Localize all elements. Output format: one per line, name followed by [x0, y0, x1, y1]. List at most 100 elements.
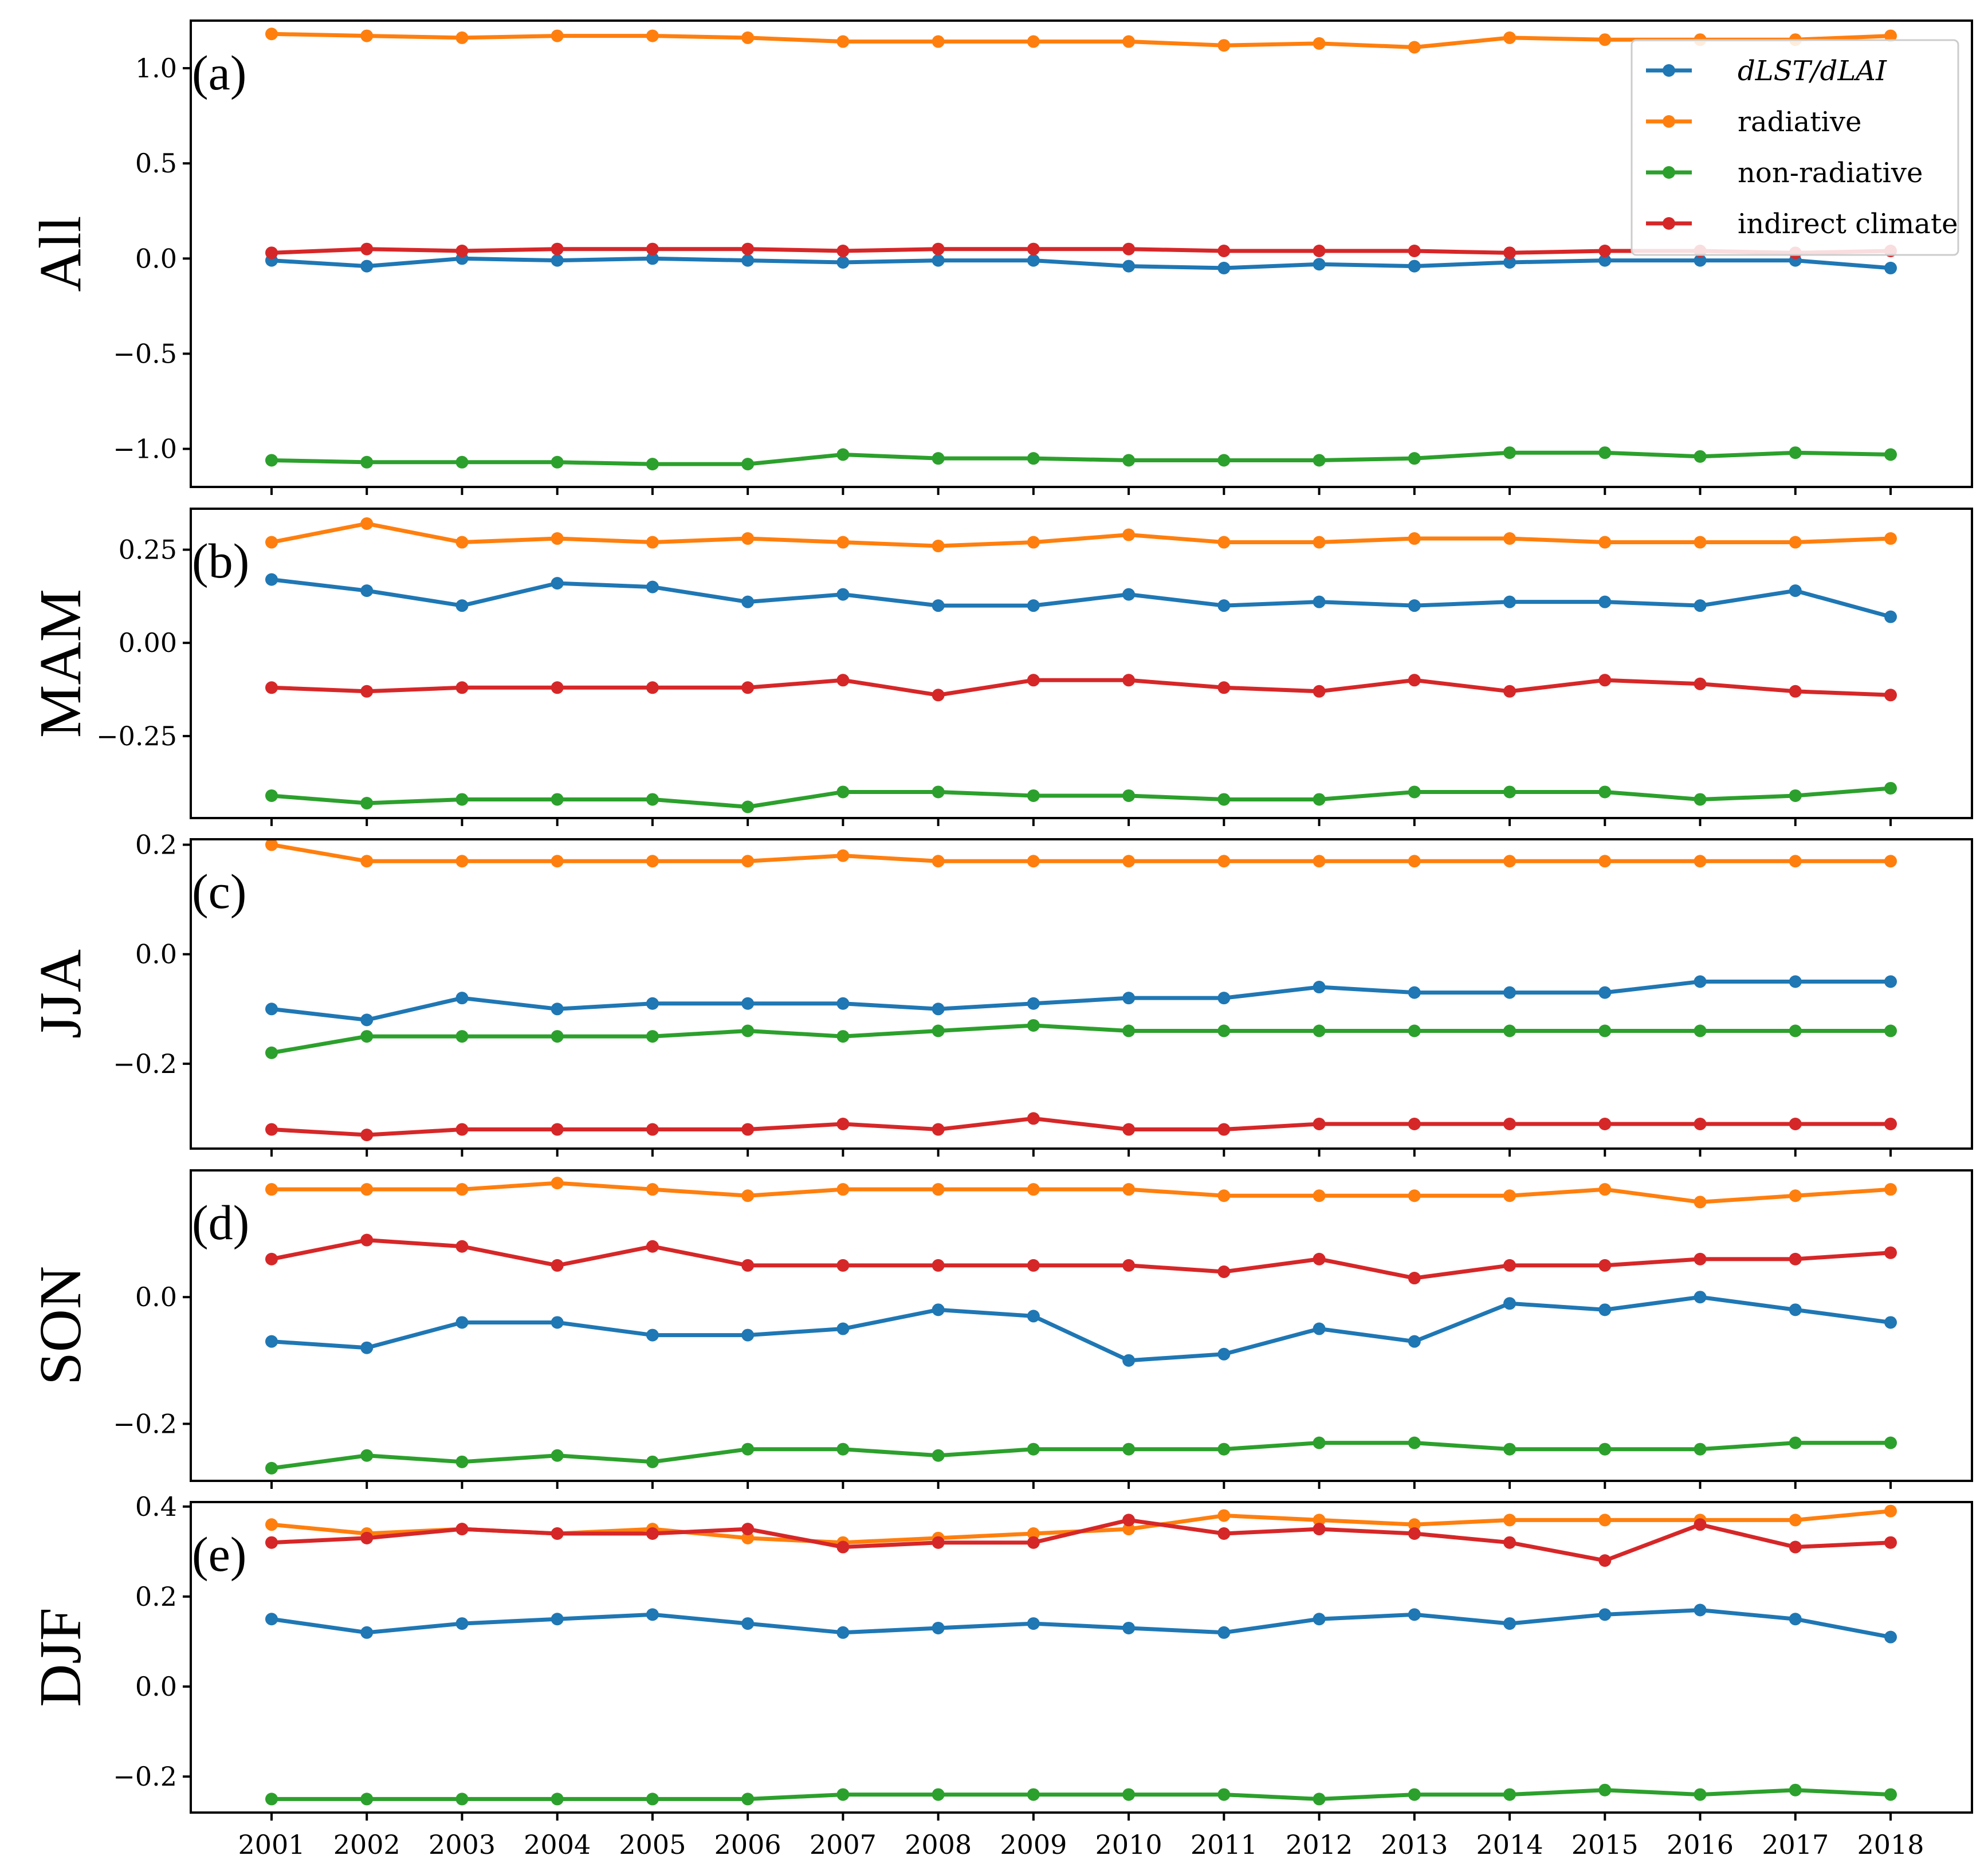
data-point	[1217, 599, 1231, 612]
series-line-non-radiative	[269, 1788, 1893, 1801]
data-point	[1884, 1436, 1897, 1449]
legend-entry: radiative	[1738, 106, 1861, 138]
data-point	[1217, 245, 1231, 258]
data-point	[1408, 1189, 1421, 1202]
data-point	[1217, 1123, 1231, 1136]
data-point	[1027, 1617, 1040, 1630]
data-point	[1313, 454, 1326, 467]
data-point	[1408, 1024, 1421, 1037]
data-point	[1122, 1183, 1136, 1196]
data-point	[932, 254, 945, 267]
x-tick-label: 2014	[1476, 1829, 1543, 1860]
data-point	[932, 599, 945, 612]
series-line-radiative	[269, 521, 1893, 548]
data-point	[360, 1793, 374, 1806]
data-point	[1217, 793, 1231, 806]
y-tick-label: −0.2	[113, 1048, 177, 1079]
data-point	[1598, 254, 1612, 267]
series-line-non-radiative	[269, 1441, 1893, 1471]
data-point	[1408, 452, 1421, 465]
data-point	[265, 27, 278, 41]
data-point	[741, 1024, 755, 1037]
data-point	[646, 1793, 659, 1806]
data-point	[265, 789, 278, 802]
x-tick-label: 2017	[1762, 1829, 1829, 1860]
data-point	[741, 532, 755, 545]
data-point	[1503, 1117, 1516, 1130]
data-point	[1027, 1310, 1040, 1323]
data-point	[1503, 446, 1516, 459]
data-point	[1122, 454, 1136, 467]
data-point	[836, 1030, 850, 1043]
data-point	[1217, 992, 1231, 1005]
data-point	[1027, 1442, 1040, 1456]
data-point	[265, 573, 278, 586]
data-point	[741, 1259, 755, 1272]
data-point	[551, 1613, 564, 1626]
data-point	[360, 1233, 374, 1247]
y-tick-label: −0.2	[113, 1408, 177, 1439]
data-point	[1217, 1509, 1231, 1522]
data-point	[1789, 536, 1802, 549]
series-line-indirect-climate	[269, 1238, 1893, 1280]
data-point	[1503, 1514, 1516, 1527]
data-point	[646, 793, 659, 806]
data-point	[1313, 536, 1326, 549]
data-point	[1884, 1536, 1897, 1549]
data-point	[1598, 986, 1612, 999]
data-point	[1789, 1514, 1802, 1527]
data-point	[1503, 685, 1516, 698]
series-line-non-radiative	[269, 1023, 1893, 1055]
data-point	[836, 674, 850, 687]
data-point	[1313, 793, 1326, 806]
data-point	[1598, 1514, 1612, 1527]
legend-entry: non-radiative	[1738, 157, 1923, 189]
data-point	[1408, 1518, 1421, 1531]
x-tick-label: 2011	[1191, 1829, 1258, 1860]
legend-marker	[1663, 217, 1675, 230]
data-point	[1503, 1189, 1516, 1202]
data-point	[265, 536, 278, 549]
data-point	[1694, 1518, 1707, 1531]
data-point	[1694, 1117, 1707, 1130]
data-point	[741, 1793, 755, 1806]
data-point	[1027, 789, 1040, 802]
data-point	[1694, 450, 1707, 463]
data-point	[360, 1129, 374, 1142]
data-point	[836, 1788, 850, 1801]
data-point	[1884, 1504, 1897, 1518]
data-point	[1122, 528, 1136, 541]
data-point	[646, 997, 659, 1010]
y-tick-label: 0.0	[135, 243, 177, 274]
legend-box	[1631, 39, 1959, 256]
data-point	[265, 1613, 278, 1626]
x-tick-label: 2012	[1286, 1829, 1353, 1860]
data-point	[265, 246, 278, 260]
data-point	[1694, 975, 1707, 988]
data-point	[1789, 1117, 1802, 1130]
data-point	[360, 1183, 374, 1196]
data-point	[1122, 674, 1136, 687]
data-point	[1789, 1303, 1802, 1316]
data-point	[1789, 1613, 1802, 1626]
y-tick-label: 0.0	[135, 939, 177, 970]
data-point	[455, 1183, 469, 1196]
data-point	[932, 1788, 945, 1801]
y-tick-label: 0.0	[135, 1282, 177, 1312]
data-point	[265, 1335, 278, 1348]
data-point	[741, 681, 755, 694]
data-point	[1598, 1117, 1612, 1130]
data-point	[646, 580, 659, 593]
data-point	[1884, 781, 1897, 795]
data-point	[1884, 1246, 1897, 1259]
axes-frame	[190, 508, 1973, 819]
data-point	[1694, 1024, 1707, 1037]
y-tick-label: 0.5	[135, 148, 177, 179]
data-point	[1027, 1788, 1040, 1801]
data-point	[1503, 855, 1516, 868]
x-tick-label: 2004	[524, 1829, 591, 1860]
data-point	[1027, 1527, 1040, 1540]
data-point	[1503, 1442, 1516, 1456]
data-point	[1694, 599, 1707, 612]
